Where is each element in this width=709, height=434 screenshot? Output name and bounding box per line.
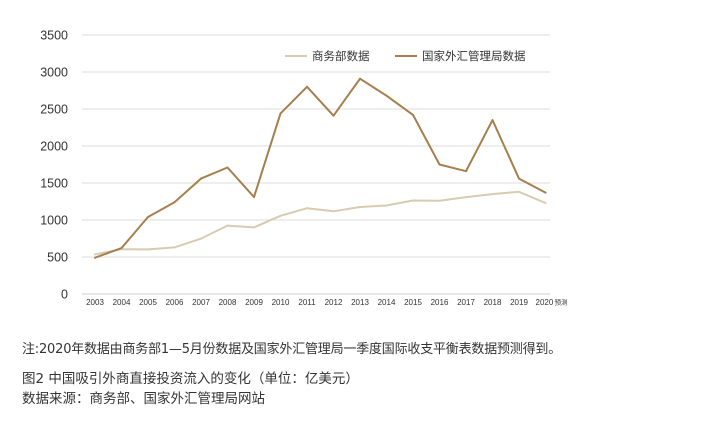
x-tick-label-2003: 2003 xyxy=(86,298,104,307)
x-tick-label-2016: 2016 xyxy=(431,298,449,307)
series-line-1 xyxy=(94,77,547,259)
data-point-s0-2003 xyxy=(94,253,96,256)
data-point-s1-2019 xyxy=(518,177,520,180)
x-tick-label-2010: 2010 xyxy=(272,298,290,307)
y-tick-label-1000: 1000 xyxy=(40,214,68,228)
x-tick-label-2004: 2004 xyxy=(113,298,131,307)
x-tick-label-2015: 2015 xyxy=(404,298,422,307)
data-point-s1-2015 xyxy=(412,114,414,116)
data-point-s0-2010 xyxy=(279,214,282,217)
data-point-s1-2011 xyxy=(306,85,308,88)
chart-note: 注:2020年数据由商务部1—5月份数据及国家外汇管理局一季度国际收支平衡表数据… xyxy=(22,342,562,357)
legend-label-1: 国家外汇管理局数据 xyxy=(422,49,526,63)
legend-label-0: 商务部数据 xyxy=(312,49,370,63)
data-point-s1-2010 xyxy=(279,112,282,115)
data-point-s0-2020 xyxy=(544,202,547,204)
data-point-s0-2019 xyxy=(518,190,520,193)
x-tick-label-2020: 2020 xyxy=(536,298,554,307)
data-source: 数据来源：商务部、国家外汇管理局网站 xyxy=(22,391,265,407)
x-tick-label-2018: 2018 xyxy=(484,298,502,307)
data-point-s0-2009 xyxy=(253,226,255,229)
chart-area: 0 500 1000 1500 2000 2500 3000 3500 2003 2004 2005… xyxy=(40,29,569,308)
x-tick-label-2005: 2005 xyxy=(139,298,157,307)
y-tick-label-3000: 3000 xyxy=(40,66,68,80)
data-point-s1-2012 xyxy=(332,114,335,117)
data-point-s1-2017 xyxy=(465,170,467,173)
data-point-s1-2008 xyxy=(226,166,229,169)
y-tick-label-2500: 2500 xyxy=(40,103,68,117)
data-point-s0-2014 xyxy=(385,204,388,207)
y-tick-label-1500: 1500 xyxy=(40,177,68,191)
x-tick-label-2006: 2006 xyxy=(166,298,184,307)
x-tick-label-2014: 2014 xyxy=(378,298,396,307)
data-point-s1-2018 xyxy=(491,119,494,121)
data-point-s0-2008 xyxy=(226,224,229,227)
x-tick-label-suffix: 预测 xyxy=(555,298,569,307)
data-point-s1-2003 xyxy=(94,256,96,259)
data-point-s0-2017 xyxy=(465,196,467,198)
figure-title: 图2 中国吸引外商直接投资流入的变化（单位：亿美元） xyxy=(22,371,359,387)
data-point-s0-2006 xyxy=(173,246,176,249)
x-tick-label-2019: 2019 xyxy=(510,298,528,307)
data-point-s1-2020 xyxy=(544,191,547,194)
data-point-s0-2015 xyxy=(412,199,414,202)
x-tick-label-2012: 2012 xyxy=(325,298,343,307)
x-tick-label-2013: 2013 xyxy=(351,298,369,307)
x-tick-label-2009: 2009 xyxy=(245,298,263,307)
data-point-s1-2009 xyxy=(253,196,255,198)
data-point-s0-2007 xyxy=(200,237,202,240)
y-tick-label-2000: 2000 xyxy=(40,140,68,154)
line-chart: 0 500 1000 1500 2000 2500 3000 3500 2003 2004 2005… xyxy=(40,29,569,308)
caption-block: 注:2020年数据由商务部1—5月份数据及国家外汇管理局一季度国际收支平衡表数据… xyxy=(22,340,702,409)
data-point-s1-2004 xyxy=(120,247,123,250)
x-tick-label-2008: 2008 xyxy=(219,298,237,307)
data-point-s0-2018 xyxy=(491,193,494,196)
y-tick-label-0: 0 xyxy=(61,288,68,302)
data-point-s0-2012 xyxy=(332,210,335,213)
data-point-s1-2005 xyxy=(147,216,149,218)
data-point-s1-2007 xyxy=(200,177,202,180)
data-point-s1-2006 xyxy=(173,201,176,204)
data-point-s1-2013 xyxy=(359,77,361,80)
data-point-s0-2011 xyxy=(306,207,308,210)
data-point-s1-2016 xyxy=(438,163,441,166)
data-point-s0-2016 xyxy=(438,199,441,202)
series-line-0 xyxy=(94,190,547,256)
y-tick-label-3500: 3500 xyxy=(40,29,68,43)
y-tick-label-500: 500 xyxy=(47,251,68,265)
data-point-s1-2014 xyxy=(385,94,388,97)
x-tick-label-2017: 2017 xyxy=(457,298,475,307)
data-point-s0-2013 xyxy=(359,206,361,208)
data-point-s0-2005 xyxy=(147,248,149,251)
x-tick-label-2011: 2011 xyxy=(298,298,316,307)
x-tick-label-2007: 2007 xyxy=(192,298,210,307)
